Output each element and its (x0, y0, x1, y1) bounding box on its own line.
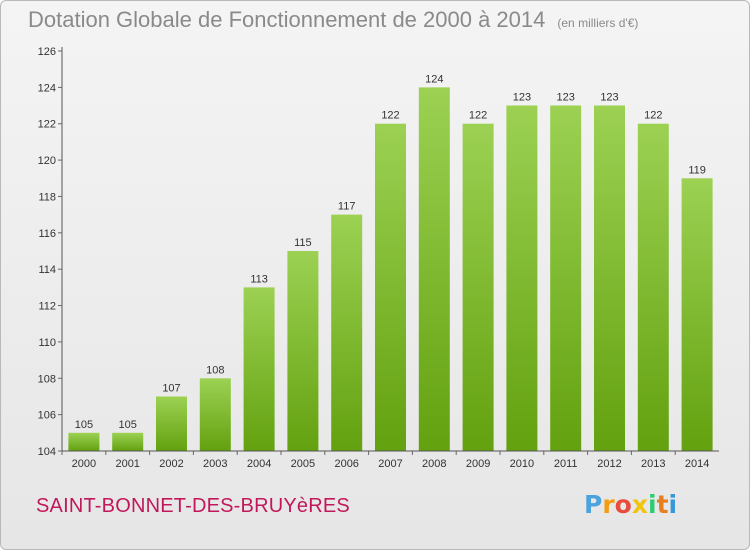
bar-2013 (637, 123, 669, 451)
data-label-2012: 123 (600, 92, 618, 104)
data-label-2009: 122 (469, 110, 487, 122)
logo-letter: r (602, 490, 615, 519)
y-tick-label-126: 126 (38, 46, 56, 58)
bar-2011 (550, 105, 582, 451)
logo-letter: P (584, 490, 603, 519)
axes-group: 2000 2001 2002 2003 2004 2005 2006 2007 2008 2009… (38, 46, 719, 470)
logo-letter: i (668, 490, 678, 519)
data-label-2000: 105 (75, 419, 93, 431)
bar-2010 (506, 105, 538, 451)
x-tick-label-2013: 2013 (641, 458, 665, 470)
data-labels-group: 105 105 107 108 113 115 117 122 124 122 123 123 123 1… (75, 73, 706, 430)
x-tick-label-2005: 2005 (291, 458, 315, 470)
y-tick-label-120: 120 (38, 155, 56, 167)
bar-2001 (112, 432, 144, 451)
data-label-2007: 122 (381, 110, 399, 122)
x-tick-label-2001: 2001 (115, 458, 139, 470)
bar-2005 (287, 251, 319, 451)
data-label-2013: 122 (644, 110, 662, 122)
y-tick-label-118: 118 (38, 191, 56, 203)
data-label-2001: 105 (119, 419, 137, 431)
commune-name: SAINT-BONNET-DES-BRUYèRES (36, 495, 350, 517)
chart-subtitle: (en milliers d'€) (557, 16, 639, 30)
data-label-2011: 123 (557, 92, 575, 104)
bar-2008 (418, 87, 450, 452)
x-tick-label-2004: 2004 (247, 458, 271, 470)
data-label-2002: 107 (162, 383, 180, 395)
y-tick-label-108: 108 (38, 373, 56, 385)
bar-2006 (331, 214, 363, 451)
chart-title: Dotation Globale de Fonctionnement de 20… (28, 7, 546, 32)
x-tick-label-2000: 2000 (72, 458, 96, 470)
x-tick-label-2011: 2011 (554, 458, 578, 470)
data-label-2008: 124 (425, 73, 443, 85)
bar-2004 (243, 287, 275, 451)
logo-letter: t (656, 490, 669, 519)
x-tick-label-2007: 2007 (378, 458, 402, 470)
bar-2014 (681, 178, 713, 452)
x-tick-label-2012: 2012 (597, 458, 621, 470)
bar-2002 (156, 396, 187, 451)
y-tick-label-112: 112 (38, 301, 56, 313)
bar-2003 (199, 378, 231, 451)
x-tick-label-2006: 2006 (334, 458, 358, 470)
data-label-2010: 123 (513, 92, 531, 104)
x-tick-label-2002: 2002 (159, 458, 183, 470)
data-label-2003: 108 (206, 364, 224, 376)
bar-2007 (375, 123, 406, 451)
logo-letter: o (614, 490, 632, 519)
y-tick-label-106: 106 (38, 410, 56, 422)
y-tick-label-122: 122 (38, 119, 56, 131)
data-label-2004: 113 (250, 273, 268, 285)
data-label-2006: 117 (338, 201, 356, 213)
logo-letter: i (648, 490, 657, 519)
x-tick-label-2003: 2003 (203, 458, 227, 470)
x-tick-label-2009: 2009 (466, 458, 490, 470)
data-label-2014: 119 (688, 164, 706, 176)
x-tick-label-2010: 2010 (510, 458, 534, 470)
logo-letter: x (631, 490, 648, 519)
chart-title-row: Dotation Globale de Fonctionnement de 20… (28, 7, 638, 33)
data-label-2005: 115 (294, 237, 312, 249)
bar-2000 (68, 432, 100, 451)
x-tick-label-2008: 2008 (422, 458, 446, 470)
bar-2012 (594, 105, 625, 451)
y-tick-label-114: 114 (38, 264, 56, 276)
y-tick-label-104: 104 (38, 446, 56, 458)
y-tick-label-110: 110 (38, 337, 56, 349)
y-tick-label-124: 124 (38, 82, 56, 94)
bar-2009 (462, 123, 494, 451)
y-tick-label-116: 116 (38, 228, 56, 240)
bars-group (68, 87, 713, 452)
proxiti-logo: Proxiti (584, 490, 694, 524)
x-tick-label-2014: 2014 (685, 458, 709, 470)
